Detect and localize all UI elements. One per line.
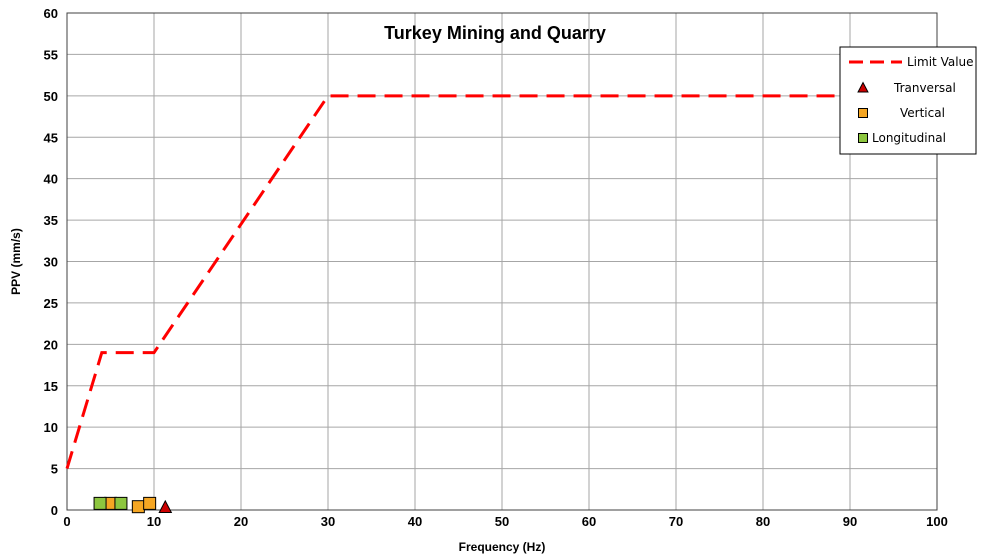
tick-labels: 0 10 20 30 40 50 60 70 80 90 100 0 5 10 15 20 25 30 35 40 45…	[44, 6, 948, 529]
x-tick-label: 50	[495, 514, 509, 529]
y-tick-label: 0	[51, 503, 58, 518]
x-tick-label: 20	[234, 514, 248, 529]
y-tick-label: 20	[44, 337, 58, 352]
x-tick-label: 60	[582, 514, 596, 529]
legend-label: Vertical	[900, 106, 945, 120]
series-layer	[65, 94, 937, 514]
y-tick-label: 10	[44, 420, 58, 435]
y-tick-label: 55	[44, 47, 58, 62]
y-tick-label: 25	[44, 296, 58, 311]
legend-label: Tranversal	[893, 81, 956, 95]
x-tick-label: 80	[756, 514, 770, 529]
x-tick-label: 30	[321, 514, 335, 529]
y-axis-title: PPV (mm/s)	[9, 228, 23, 295]
x-axis-title: Frequency (Hz)	[459, 540, 546, 554]
tranversal-point	[158, 499, 173, 513]
legend-label: Longitudinal	[872, 131, 946, 145]
legend-marker-swatch	[858, 133, 868, 143]
limit-value-line	[65, 94, 937, 470]
legend-label: Limit Value	[907, 55, 974, 69]
y-tick-label: 50	[44, 89, 58, 104]
y-tick-label: 35	[44, 213, 58, 228]
y-tick-label: 40	[44, 172, 58, 187]
y-tick-label: 15	[44, 379, 58, 394]
x-tick-label: 10	[147, 514, 161, 529]
y-tick-label: 60	[44, 6, 58, 21]
longitudinal-point	[114, 496, 128, 510]
y-tick-label: 5	[51, 462, 58, 477]
legend-marker-swatch	[857, 81, 869, 93]
legend-marker-swatch	[858, 108, 868, 118]
grid-lines	[66, 12, 938, 511]
longitudinal-point	[93, 496, 107, 510]
vertical-point	[131, 500, 145, 514]
x-tick-label: 90	[843, 514, 857, 529]
vertical-point	[143, 496, 157, 510]
x-tick-label: 70	[669, 514, 683, 529]
chart-title: Turkey Mining and Quarry	[384, 23, 606, 43]
legend: Limit Value Tranversal Vertical Longitudina…	[839, 46, 977, 155]
x-tick-label: 0	[63, 514, 70, 529]
x-tick-label: 40	[408, 514, 422, 529]
y-tick-label: 45	[44, 130, 58, 145]
x-tick-label: 100	[926, 514, 948, 529]
plot-frame	[66, 12, 938, 511]
y-tick-label: 30	[44, 255, 58, 270]
